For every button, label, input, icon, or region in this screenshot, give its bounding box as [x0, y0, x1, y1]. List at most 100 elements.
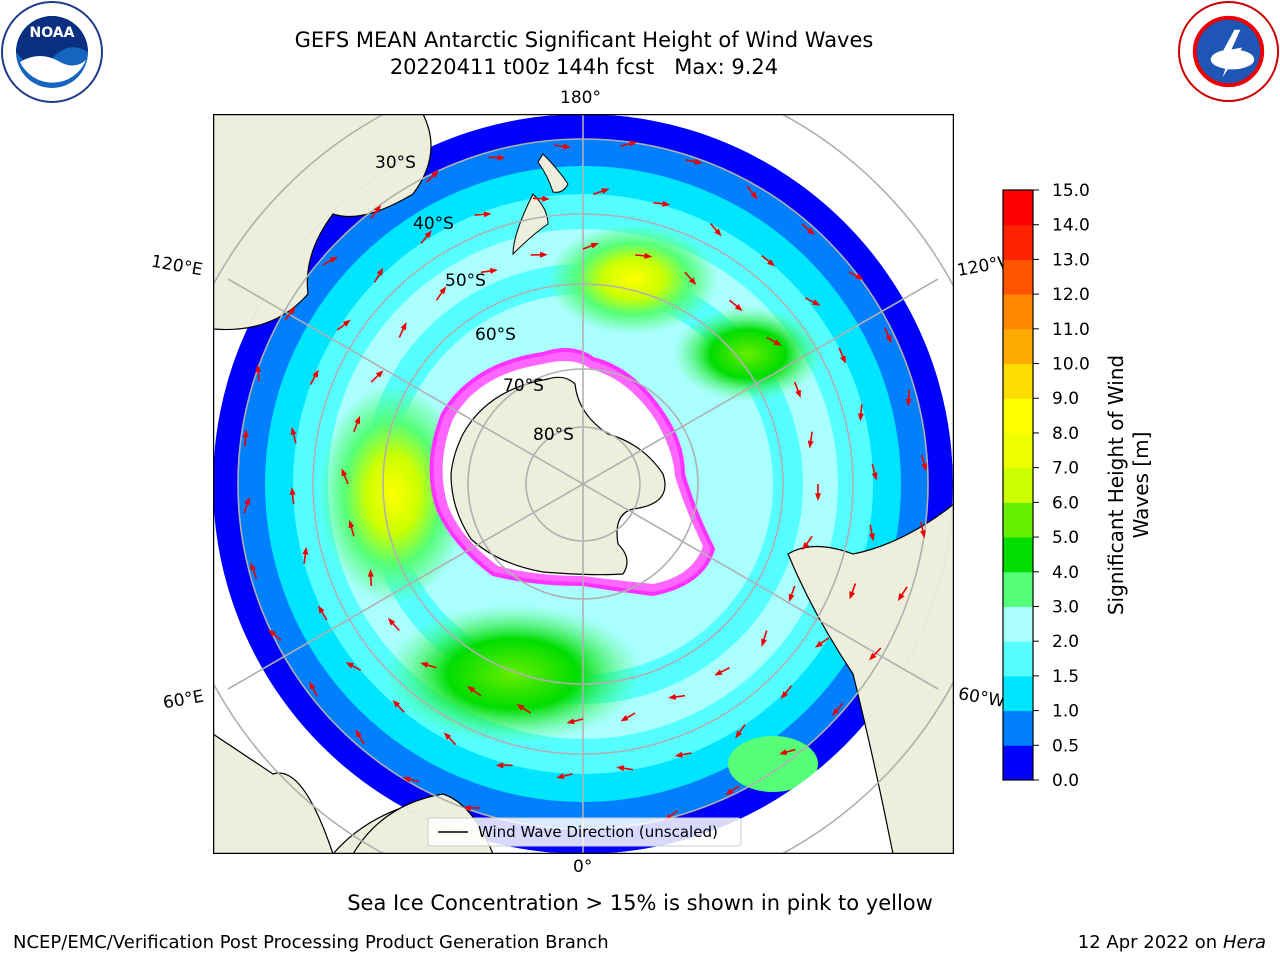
wind-arrow-head [495, 762, 504, 769]
colorbar-tick-label: 2.0 [1052, 632, 1079, 652]
wind-arrow-head [540, 251, 548, 258]
land-new-zealand [512, 153, 569, 256]
wind-arrow-head [662, 200, 671, 207]
wind-arrow-head [620, 715, 629, 722]
colorbar-tick-label: 5.0 [1052, 528, 1079, 548]
colorbar-tick-label: 13.0 [1052, 250, 1090, 270]
lon-label-left-lower: 60°E [161, 686, 206, 714]
wind-arrow-head [439, 286, 447, 295]
wind-arrow-head [420, 662, 429, 668]
lat-label-30s: 30°S [375, 153, 416, 173]
colorbar-tick-label: 8.0 [1052, 424, 1079, 444]
colorbar-tick-label: 15.0 [1052, 181, 1090, 201]
wind-arrow-head [355, 729, 362, 738]
colorbar-tick-label: 0.0 [1052, 771, 1079, 790]
graticule [213, 114, 954, 854]
wind-arrow-head [857, 413, 864, 422]
date-stamp: 12 Apr 2022 on Hera [1078, 932, 1266, 953]
wind-arrow-head [767, 259, 775, 267]
colorbar-tick-label: 4.0 [1052, 563, 1079, 583]
colorbar-tick-label: 1.5 [1052, 667, 1079, 687]
lat-label-40s: 40°S [413, 214, 454, 234]
wind-arrow-head [773, 339, 782, 346]
wind-arrow-head [367, 568, 374, 577]
wind-arrow-head [921, 463, 928, 472]
wind-arrow-head [376, 267, 384, 276]
colorbar-swatch [1003, 467, 1033, 503]
wind-arrow-head [566, 718, 575, 725]
lon-label-left-upper: 120°E [149, 251, 205, 281]
wind-arrow-head [885, 335, 892, 344]
wind-arrow-head [542, 195, 550, 202]
wind-arrow-head [871, 472, 878, 481]
wind-arrow-head [242, 429, 249, 438]
lat-label-70s: 70°S [503, 376, 544, 396]
antarctica-land [450, 376, 666, 576]
noaa-logo-icon: NOAA [1, 1, 103, 103]
wind-arrow-head [780, 691, 788, 700]
lon-label-bottom: 0° [573, 857, 593, 877]
wind-arrow-head [920, 530, 926, 539]
colorbar-swatch [1003, 745, 1033, 781]
chart-title: GEFS MEAN Antarctic Significant Height o… [294, 28, 874, 52]
colorbar-tick-label: 9.0 [1052, 389, 1079, 409]
colorbar-swatch [1003, 224, 1033, 260]
wind-arrow-head [288, 306, 296, 315]
sea-ice-note: Sea Ice Concentration > 15% is shown in … [347, 891, 933, 915]
wind-arrow-head [795, 389, 801, 398]
wind-arrow-head [387, 617, 396, 626]
colorbar-swatch [1003, 432, 1033, 469]
wind-arrow-head [688, 277, 697, 285]
wind-arrow-head [778, 749, 788, 755]
colorbar-tick-label: 3.0 [1052, 597, 1079, 617]
wind-arrow-head [807, 227, 815, 236]
wind-arrow-head [392, 699, 401, 708]
wind-arrow-head [467, 686, 476, 693]
colorbar-swatch [1003, 641, 1033, 677]
colorbar-tick-label: 10.0 [1052, 355, 1090, 375]
wind-arrow-head [725, 788, 734, 796]
wind-arrow-head [714, 669, 723, 676]
colorbar-swatch [1003, 398, 1033, 434]
colorbar-swatch [1003, 294, 1033, 330]
colorbar: 0.0 0.5 1.0 1.5 2.0 3.0 4.0 5.0 6.0 7.0 8.0 9.0 10.0… [1002, 181, 1153, 790]
wind-arrow-head [802, 542, 810, 551]
wind-arrow-head [832, 708, 840, 717]
wind-arrow-head [463, 804, 471, 811]
colorbar-tick-label: 6.0 [1052, 493, 1079, 513]
wind-arrow-head [868, 533, 875, 542]
wind-arrow-head [489, 268, 498, 274]
lat-label-60s: 60°S [475, 325, 516, 345]
wind-arrow-head [290, 426, 297, 436]
legend-box [427, 817, 742, 847]
wind-arrow-head [734, 303, 743, 312]
colorbar-tick-label: 12.0 [1052, 285, 1090, 305]
colorbar-tick-label: 0.5 [1052, 736, 1079, 756]
wind-arrow-head [354, 415, 361, 425]
wind-arrow-head [714, 228, 722, 237]
wind-arrow-head [250, 562, 257, 571]
wind-arrow-head [424, 230, 432, 239]
colorbar-swatch [1003, 502, 1033, 538]
wind-arrow-head [788, 593, 795, 602]
chart-subtitle: 20220411 t00z 144h fcst Max: 9.24 [389, 55, 779, 79]
wind-arrow-head [855, 273, 864, 280]
colorbar-tick-label: 11.0 [1052, 320, 1090, 340]
wind-arrow-head [750, 191, 758, 200]
colorbar-swatch [1003, 537, 1033, 573]
lat-label-80s: 80°S [533, 425, 574, 445]
wind-arrow-head [431, 170, 439, 178]
wind-arrow-head [302, 546, 309, 555]
wind-arrow-head [897, 593, 905, 602]
wind-arrow-head [400, 322, 407, 331]
wind-arrow-head [255, 364, 262, 373]
colorbar-swatch [1003, 328, 1033, 365]
wind-arrow-head [483, 211, 492, 218]
colorbar-swatch [1003, 190, 1033, 226]
wind-arrow-head [348, 519, 355, 529]
wind-arrow-head [244, 496, 250, 506]
wind-arrow-head [590, 242, 599, 249]
wind-arrow-head [345, 662, 354, 669]
wind-arrow-head [905, 398, 912, 407]
wind-arrow-head [268, 629, 276, 637]
